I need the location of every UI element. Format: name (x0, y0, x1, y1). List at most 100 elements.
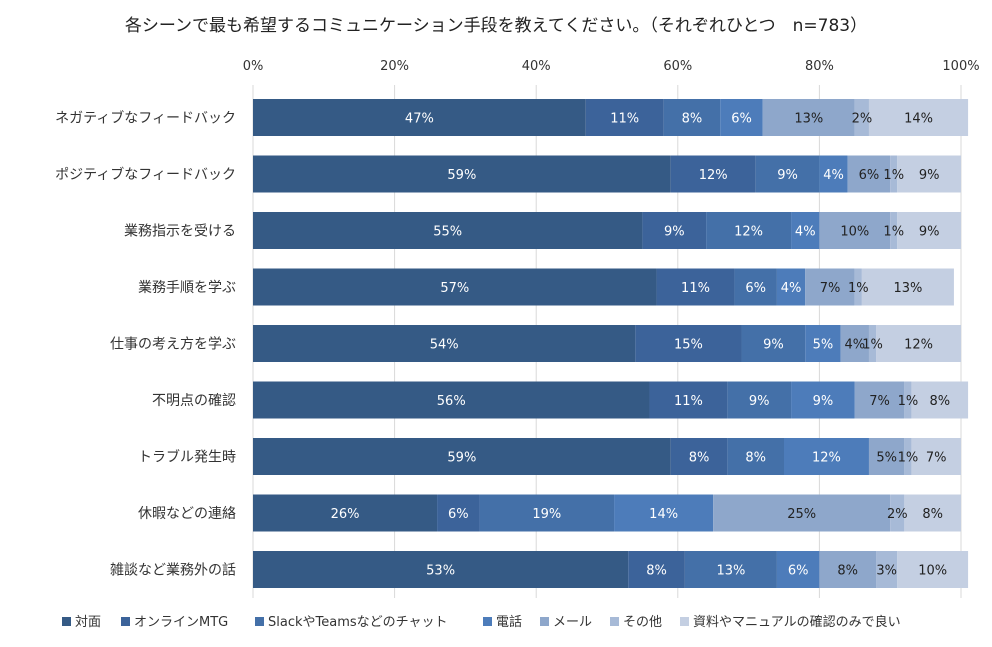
legend-label: 電話 (496, 614, 522, 630)
bar-segment (585, 99, 664, 136)
bar-segment (253, 381, 650, 419)
bar-segment (253, 99, 586, 136)
x-tick-label: 0% (243, 59, 264, 74)
x-tick-label: 60% (663, 59, 692, 74)
bar-segment (479, 494, 615, 532)
bar-segment (253, 325, 636, 362)
data-label: 8% (646, 564, 667, 579)
data-label: 54% (430, 338, 459, 353)
data-label: 8% (682, 112, 703, 127)
data-label: 1% (898, 394, 919, 409)
data-label: 12% (812, 451, 841, 466)
bar-segment (713, 494, 891, 532)
legend-label: メール (553, 615, 592, 630)
data-label: 2% (887, 507, 908, 522)
bar-segment (890, 494, 905, 532)
x-tick-label: 20% (380, 59, 409, 74)
bar-segment (840, 325, 869, 362)
data-label: 4% (823, 168, 844, 183)
bar-segment (642, 212, 707, 249)
category-label: 業務指示を受ける (124, 224, 236, 240)
data-label: 12% (734, 225, 763, 240)
data-label: 57% (440, 281, 469, 296)
bar-segment (890, 155, 898, 193)
x-tick-label: 40% (522, 59, 551, 74)
data-label: 4% (781, 281, 802, 296)
data-label: 11% (681, 281, 710, 296)
chart-title: 各シーンで最も希望するコミュニケーション手段を教えてください。（それぞれひとつ … (125, 16, 867, 36)
legend-swatch (483, 617, 492, 626)
data-label: 12% (904, 338, 933, 353)
bar-segment (614, 494, 714, 532)
bar-segment (628, 551, 685, 588)
data-label: 15% (674, 338, 703, 353)
data-label: 1% (883, 168, 904, 183)
data-label: 13% (716, 564, 745, 579)
data-label: 8% (745, 451, 766, 466)
bar-segment (791, 381, 855, 419)
data-label: 1% (862, 338, 883, 353)
data-label: 2% (852, 112, 873, 127)
data-label: 9% (919, 225, 940, 240)
x-axis-ticks: 0% 20% 40% 60% 80% 100% (243, 59, 980, 74)
data-label: 13% (794, 112, 823, 127)
legend-swatch (540, 617, 549, 626)
bar-segment (776, 551, 820, 588)
data-label: 53% (426, 564, 455, 579)
data-label: 9% (919, 168, 940, 183)
data-label: 47% (405, 112, 434, 127)
bar-segment (776, 268, 806, 306)
legend-swatch (121, 617, 130, 626)
data-label: 4% (844, 338, 865, 353)
legend-label: SlackやTeamsなどのチャット (268, 615, 448, 630)
data-label: 25% (787, 507, 816, 522)
legend: 対面 オンラインMTG SlackやTeamsなどのチャット 電話 メール その他 資料やマ… (62, 614, 901, 630)
bar-segment (868, 99, 969, 136)
bar-segment (904, 381, 912, 419)
category-label: ネガティブなフィードバック (55, 110, 236, 127)
bar-segment (253, 268, 657, 306)
bar-segment (727, 438, 784, 475)
data-label: 7% (820, 281, 841, 296)
data-label: 14% (904, 112, 933, 127)
data-label: 8% (837, 564, 858, 579)
bar-segment (861, 268, 954, 306)
data-label: 6% (745, 281, 766, 296)
bar-segment (727, 381, 792, 419)
data-label: 11% (674, 394, 703, 409)
data-label: 14% (649, 507, 678, 522)
legend-label: その他 (623, 615, 662, 630)
category-label: 業務手順を学ぶ (138, 280, 236, 296)
bar-segment (911, 438, 961, 475)
data-label: 11% (610, 112, 639, 127)
data-label: 6% (788, 564, 809, 579)
category-label: トラブル発生時 (138, 449, 236, 466)
bar-segment (706, 212, 792, 249)
data-label: 19% (532, 507, 561, 522)
bar-segment (755, 155, 820, 193)
data-label: 7% (926, 451, 947, 466)
data-label: 3% (876, 564, 897, 579)
category-label: ポジティブなフィードバック (55, 166, 236, 183)
data-label: 5% (876, 451, 897, 466)
category-label: 休暇などの連絡 (138, 506, 236, 522)
bar-segment (868, 438, 905, 475)
bar-segment (656, 268, 735, 306)
data-label: 8% (922, 507, 943, 522)
bar-segment (253, 438, 671, 475)
bar-segment (890, 212, 898, 249)
bar-segment (854, 268, 862, 306)
data-label: 5% (813, 338, 834, 353)
bar-segment (897, 551, 969, 588)
category-label: 仕事の考え方を学ぶ (110, 337, 236, 353)
bar-segment (741, 325, 806, 362)
bar-segment (819, 155, 848, 193)
data-label: 10% (840, 225, 869, 240)
category-label: 雑談など業務外の話 (110, 562, 236, 579)
data-label: 9% (664, 225, 685, 240)
bar-segment (904, 438, 912, 475)
data-label: 59% (447, 451, 476, 466)
data-label: 13% (893, 281, 922, 296)
bar-segment (635, 325, 742, 362)
